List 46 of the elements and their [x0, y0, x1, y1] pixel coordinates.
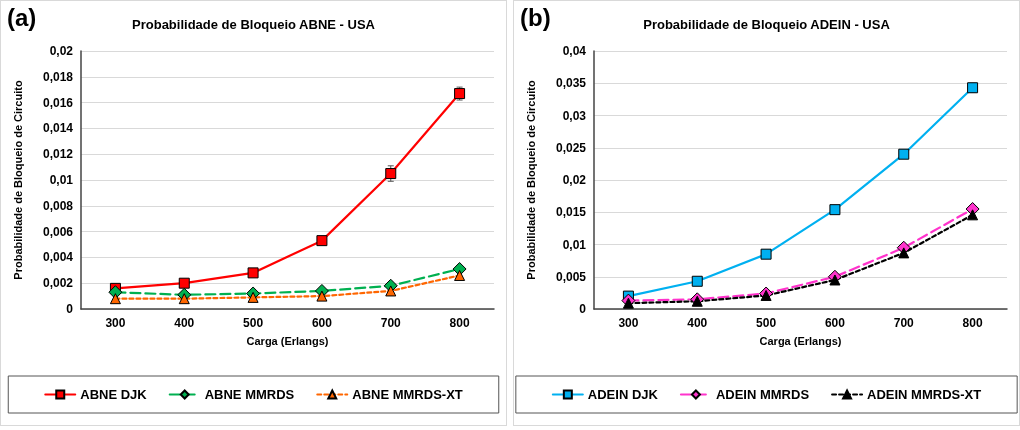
legend-label: ABNE MMRDS-XT [352, 387, 463, 402]
text: (a) [7, 3, 37, 31]
text: (b) [520, 3, 551, 31]
x-tick-label: 700 [380, 316, 402, 330]
y-tick-label: 0,01 [562, 237, 587, 252]
legend-label: ADEIN MMRDS [715, 387, 810, 402]
y-tick-label: 0,01 [49, 173, 74, 187]
y-tick-label: 0,03 [562, 108, 587, 123]
chart-title: Probabilidade de Bloqueio ABNE - USA [132, 17, 376, 32]
x-tick-label: 600 [824, 316, 846, 330]
y-tick-label: 0,002 [42, 276, 74, 291]
x-tick-label: 700 [893, 316, 915, 330]
legend-label: ABNE DJK [80, 387, 148, 402]
y-tick-label: 0,008 [42, 198, 74, 213]
legend-label: ADEIN DJK [587, 387, 659, 402]
y-tick-label: 0,006 [42, 224, 74, 239]
y-tick-label: 0,012 [42, 147, 74, 162]
y-axis-title: Probabilidade de Bloqueio de Circuito [524, 80, 537, 280]
legend-label: ABNE MMRDS [204, 387, 295, 402]
y-tick-label: 0,02 [562, 173, 587, 187]
y-tick-label: 0,04 [562, 44, 587, 58]
y-tick-label: 0,015 [555, 205, 587, 220]
y-tick-label: 0,004 [42, 250, 74, 265]
x-tick-label: 600 [311, 316, 333, 330]
x-tick-label: 500 [756, 316, 777, 330]
x-tick-label: 800 [449, 316, 470, 330]
y-tick-label: 0,018 [42, 69, 74, 84]
legend-label: ADEIN MMRDS-XT [867, 387, 982, 402]
x-tick-label: 300 [105, 316, 126, 330]
y-tick-label: 0 [66, 302, 74, 316]
x-axis-title: Carga (Erlangs) [246, 334, 329, 347]
x-axis-title: Carga (Erlangs) [759, 334, 842, 347]
y-tick-label: 0,016 [42, 95, 74, 110]
x-tick-label: 400 [174, 316, 195, 330]
y-tick-label: 0,025 [555, 140, 587, 155]
chart-title: Probabilidade de Bloqueio ADEIN - USA [643, 17, 891, 32]
x-tick-label: 400 [687, 316, 708, 330]
y-tick-label: 0,005 [555, 269, 587, 284]
y-tick-label: 0 [579, 302, 587, 316]
x-tick-label: 300 [618, 316, 639, 330]
y-tick-label: 0,014 [42, 121, 74, 136]
y-tick-label: 0,035 [555, 76, 587, 91]
x-tick-label: 800 [962, 316, 983, 330]
y-axis-title: Probabilidade de Bloqueio de Circuito [11, 80, 24, 280]
y-tick-label: 0,02 [49, 44, 74, 58]
x-tick-label: 500 [243, 316, 264, 330]
